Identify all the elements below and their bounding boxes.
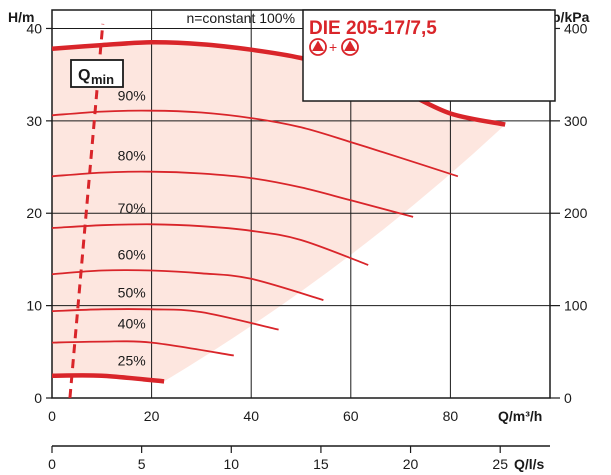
qmin-label-box: Q min [70, 59, 124, 88]
series-label: 90% [118, 88, 146, 104]
speed-curve [51, 109, 459, 178]
speed-curve [51, 170, 414, 218]
x-axis2-tick-label: 10 [223, 456, 239, 472]
x-axis-tick-label: 60 [343, 408, 359, 424]
speed-curve [51, 340, 234, 357]
series-label: n=constant 100% [186, 10, 295, 26]
x-axis2-tick-label: 25 [492, 456, 508, 472]
x-axis-tick-label: 20 [144, 408, 160, 424]
right-axis-tick-label: 100 [564, 298, 588, 314]
operating-range-area [52, 42, 506, 382]
x-axis-tick-label: 40 [243, 408, 259, 424]
series-label: 25% [118, 353, 146, 369]
series-label: 70% [118, 200, 146, 216]
speed-curve [51, 40, 506, 127]
left-axis-tick-label: 20 [26, 205, 42, 221]
tick-labels: n=constant 100% 90% 80% 70% 60% 50% 40% 25% 0 10 2… [26, 10, 587, 472]
right-axis-tick-label: 200 [564, 205, 588, 221]
right-axis-tick-label: 0 [564, 390, 572, 406]
series-label: 50% [118, 284, 146, 300]
speed-curve [51, 308, 279, 331]
qmin-subscript: min [91, 72, 114, 87]
right-axis-label: p/kPa [552, 9, 590, 25]
plot-frame [51, 9, 551, 399]
pump-symbol-icon [309, 38, 327, 56]
x-axis2-tick-label: 5 [138, 456, 146, 472]
x-axis-tick-label: 0 [48, 408, 56, 424]
speed-curve [51, 223, 369, 266]
series-label: 80% [118, 148, 146, 164]
legend-box: DIE 205-17/7,5 + [302, 9, 556, 102]
x-axis2-tick-label: 15 [313, 456, 329, 472]
series-label: 40% [118, 316, 146, 332]
chart-title: DIE 205-17/7,5 [309, 18, 437, 39]
operating-range-fill [52, 42, 506, 382]
speed-curve [51, 373, 165, 384]
symbol-plus: + [329, 39, 337, 55]
x-axis2-tick-label: 0 [48, 456, 56, 472]
speed-curves [51, 23, 506, 399]
pump-symbol-icon [341, 38, 359, 56]
left-axis-tick-label: 30 [26, 113, 42, 129]
left-axis-tick-label: 40 [26, 20, 42, 36]
speed-curve [51, 269, 324, 301]
right-axis-tick-label: 400 [564, 20, 588, 36]
right-axis-tick-label: 300 [564, 113, 588, 129]
series-label: 60% [118, 246, 146, 262]
x-axis-label: Q/m³/h [498, 408, 542, 424]
x-axis-tick-label: 80 [443, 408, 459, 424]
left-axis-tick-label: 10 [26, 298, 42, 314]
left-axis-label: H/m [8, 9, 34, 25]
x-axis2-tick-label: 20 [403, 456, 419, 472]
qmin-line [68, 23, 105, 399]
qmin-label: Q [78, 67, 90, 84]
x-axis2-label: Q/l/s [514, 456, 545, 472]
left-axis-tick-label: 0 [34, 390, 42, 406]
